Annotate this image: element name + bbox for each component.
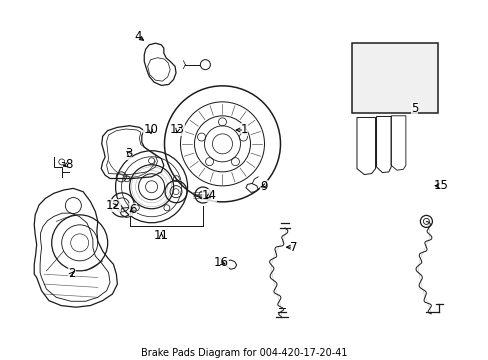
Text: 13: 13 (170, 123, 184, 136)
Text: 12: 12 (106, 199, 121, 212)
Text: 9: 9 (260, 180, 267, 193)
Text: 4: 4 (134, 30, 142, 43)
Text: 2: 2 (68, 267, 76, 280)
Text: 1: 1 (240, 123, 248, 136)
Text: 3: 3 (124, 147, 132, 160)
Bar (351, 43, 437, 113)
Text: 8: 8 (64, 158, 72, 171)
Text: 16: 16 (213, 256, 228, 269)
Text: 5: 5 (410, 102, 418, 115)
Text: 14: 14 (202, 189, 216, 202)
Text: 11: 11 (154, 229, 168, 242)
Text: 6: 6 (129, 203, 137, 216)
Text: Brake Pads Diagram for 004-420-17-20-41: Brake Pads Diagram for 004-420-17-20-41 (141, 348, 347, 358)
Text: 7: 7 (289, 240, 297, 254)
Text: 10: 10 (143, 123, 158, 136)
Text: 15: 15 (433, 179, 447, 192)
